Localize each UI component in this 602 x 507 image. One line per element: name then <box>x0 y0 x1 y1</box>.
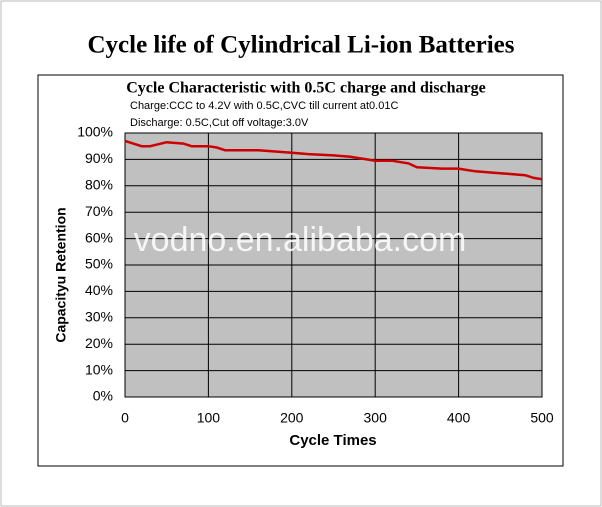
y-axis-label: Capacityu Retention <box>53 207 69 342</box>
y-tick-label: 40% <box>85 282 113 298</box>
y-tick-label: 70% <box>85 203 113 219</box>
y-tick-label: 80% <box>85 177 113 193</box>
chart-title: Cycle Characteristic with 0.5C charge an… <box>126 80 486 97</box>
x-tick-label: 0 <box>121 410 129 426</box>
x-tick-label: 100 <box>197 410 221 426</box>
y-tick-label: 10% <box>85 361 113 377</box>
y-tick-label: 20% <box>85 335 113 351</box>
note: Charge:CCC to 4.2V with 0.5C,CVC till cu… <box>130 100 398 112</box>
y-tick-label: 30% <box>85 309 113 325</box>
x-tick-label: 400 <box>447 410 471 426</box>
y-tick-label: 60% <box>85 229 113 245</box>
y-tick-label: 90% <box>85 150 113 166</box>
x-tick-label: 300 <box>364 410 388 426</box>
x-axis-label: Cycle Times <box>289 432 376 449</box>
watermark: vodno.en.alibaba.com <box>134 221 467 259</box>
data-line <box>124 139 543 181</box>
x-tick-label: 500 <box>530 410 554 426</box>
y-tick-label: 50% <box>85 256 113 272</box>
page-title: Cycle life of Cylindrical Li-ion Batteri… <box>87 32 514 59</box>
note: Discharge: 0.5C,Cut off voltage:3.0V <box>130 117 309 129</box>
x-tick-label: 200 <box>280 410 304 426</box>
y-tick-label: 100% <box>77 124 113 140</box>
y-tick-label: 0% <box>93 388 113 404</box>
